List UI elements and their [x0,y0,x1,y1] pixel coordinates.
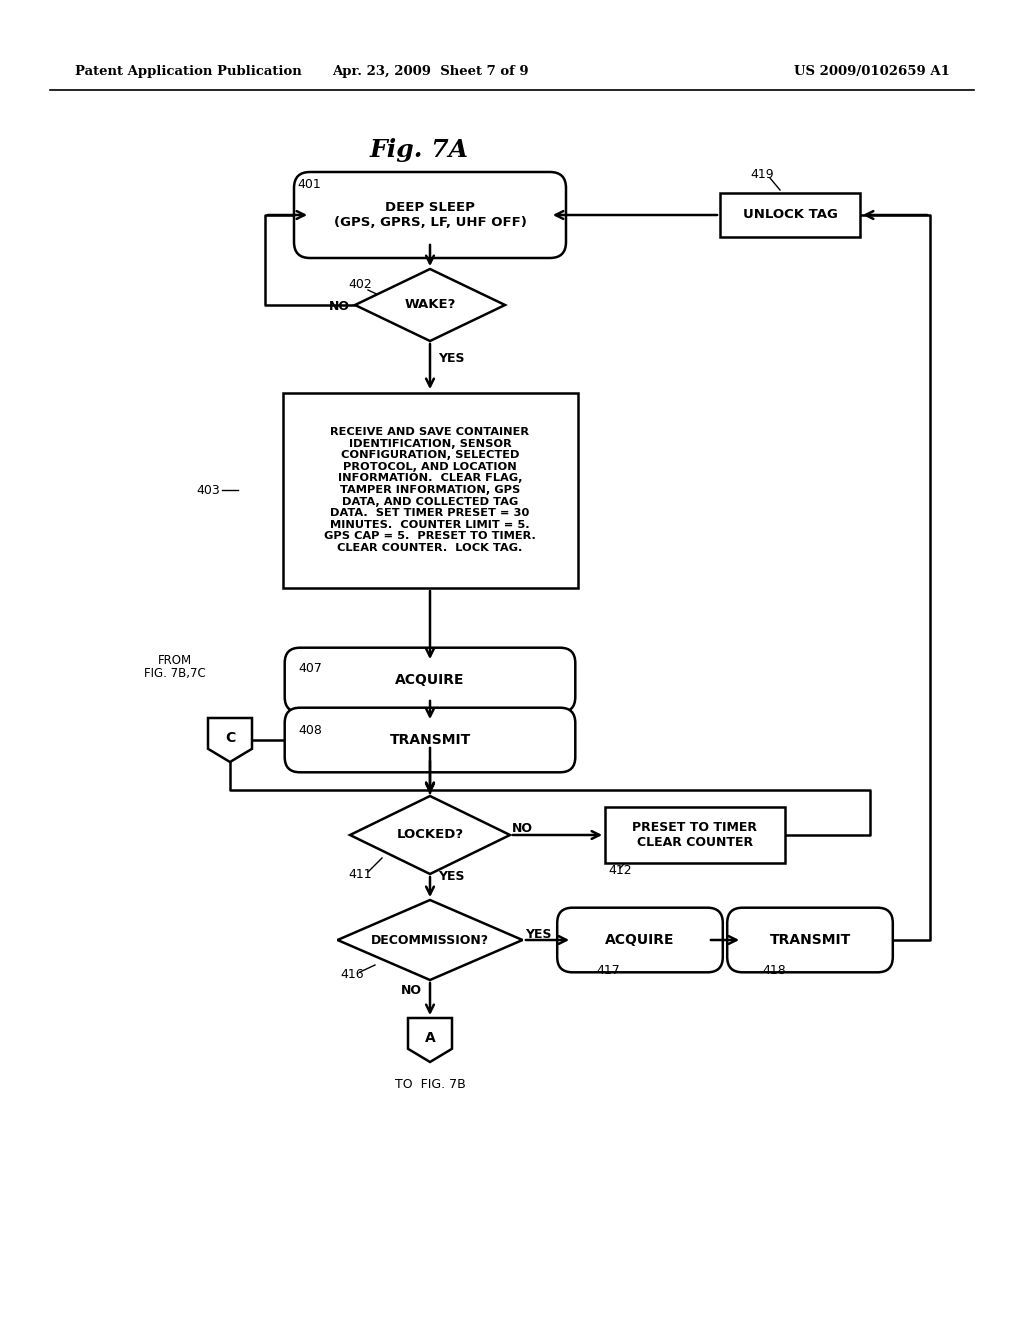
Bar [720,193,860,238]
Text: YES: YES [438,870,465,883]
FancyBboxPatch shape [285,708,575,772]
Text: WAKE?: WAKE? [404,298,456,312]
Text: Patent Application Publication: Patent Application Publication [75,66,302,78]
Text: Fig. 7A: Fig. 7A [370,139,469,162]
Text: RECEIVE AND SAVE CONTAINER
IDENTIFICATION, SENSOR
CONFIGURATION, SELECTED
PROTOC: RECEIVE AND SAVE CONTAINER IDENTIFICATIO… [324,426,536,553]
Text: 419: 419 [750,169,773,181]
Text: YES: YES [525,928,552,940]
Text: TRANSMIT: TRANSMIT [769,933,851,946]
Text: FIG. 7B,7C: FIG. 7B,7C [144,668,206,681]
Text: 412: 412 [608,863,632,876]
FancyBboxPatch shape [727,908,893,973]
Text: 408: 408 [298,723,322,737]
Text: DEEP SLEEP
(GPS, GPRS, LF, UHF OFF): DEEP SLEEP (GPS, GPRS, LF, UHF OFF) [334,201,526,228]
Text: TRANSMIT: TRANSMIT [389,733,471,747]
Text: 416: 416 [340,969,364,982]
Text: NO: NO [401,983,422,997]
Text: UNLOCK TAG: UNLOCK TAG [742,209,838,222]
FancyBboxPatch shape [285,648,575,713]
Bar [283,392,578,587]
Text: 403: 403 [197,483,220,496]
Text: 418: 418 [762,964,785,977]
Polygon shape [208,718,252,762]
Text: 411: 411 [348,869,372,882]
Text: A: A [425,1031,435,1045]
Text: 402: 402 [348,279,372,292]
Text: ACQUIRE: ACQUIRE [605,933,675,946]
Text: C: C [225,731,236,744]
Text: 417: 417 [596,964,620,977]
Text: TO  FIG. 7B: TO FIG. 7B [394,1078,465,1092]
Text: DECOMMISSION?: DECOMMISSION? [371,933,489,946]
Bar [605,807,785,863]
Text: US 2009/0102659 A1: US 2009/0102659 A1 [795,66,950,78]
Text: LOCKED?: LOCKED? [396,829,464,842]
Polygon shape [408,1018,452,1063]
Text: YES: YES [438,351,465,364]
Text: ACQUIRE: ACQUIRE [395,673,465,686]
Text: NO: NO [512,822,534,836]
FancyBboxPatch shape [557,908,723,973]
Text: PRESET TO TIMER
CLEAR COUNTER: PRESET TO TIMER CLEAR COUNTER [633,821,758,849]
Text: Apr. 23, 2009  Sheet 7 of 9: Apr. 23, 2009 Sheet 7 of 9 [332,66,528,78]
Text: FROM: FROM [158,653,193,667]
Polygon shape [350,796,510,874]
Text: 401: 401 [297,178,321,191]
Text: NO: NO [329,301,350,314]
Polygon shape [338,900,522,979]
Text: 407: 407 [298,661,322,675]
FancyBboxPatch shape [294,172,566,257]
Polygon shape [355,269,505,341]
